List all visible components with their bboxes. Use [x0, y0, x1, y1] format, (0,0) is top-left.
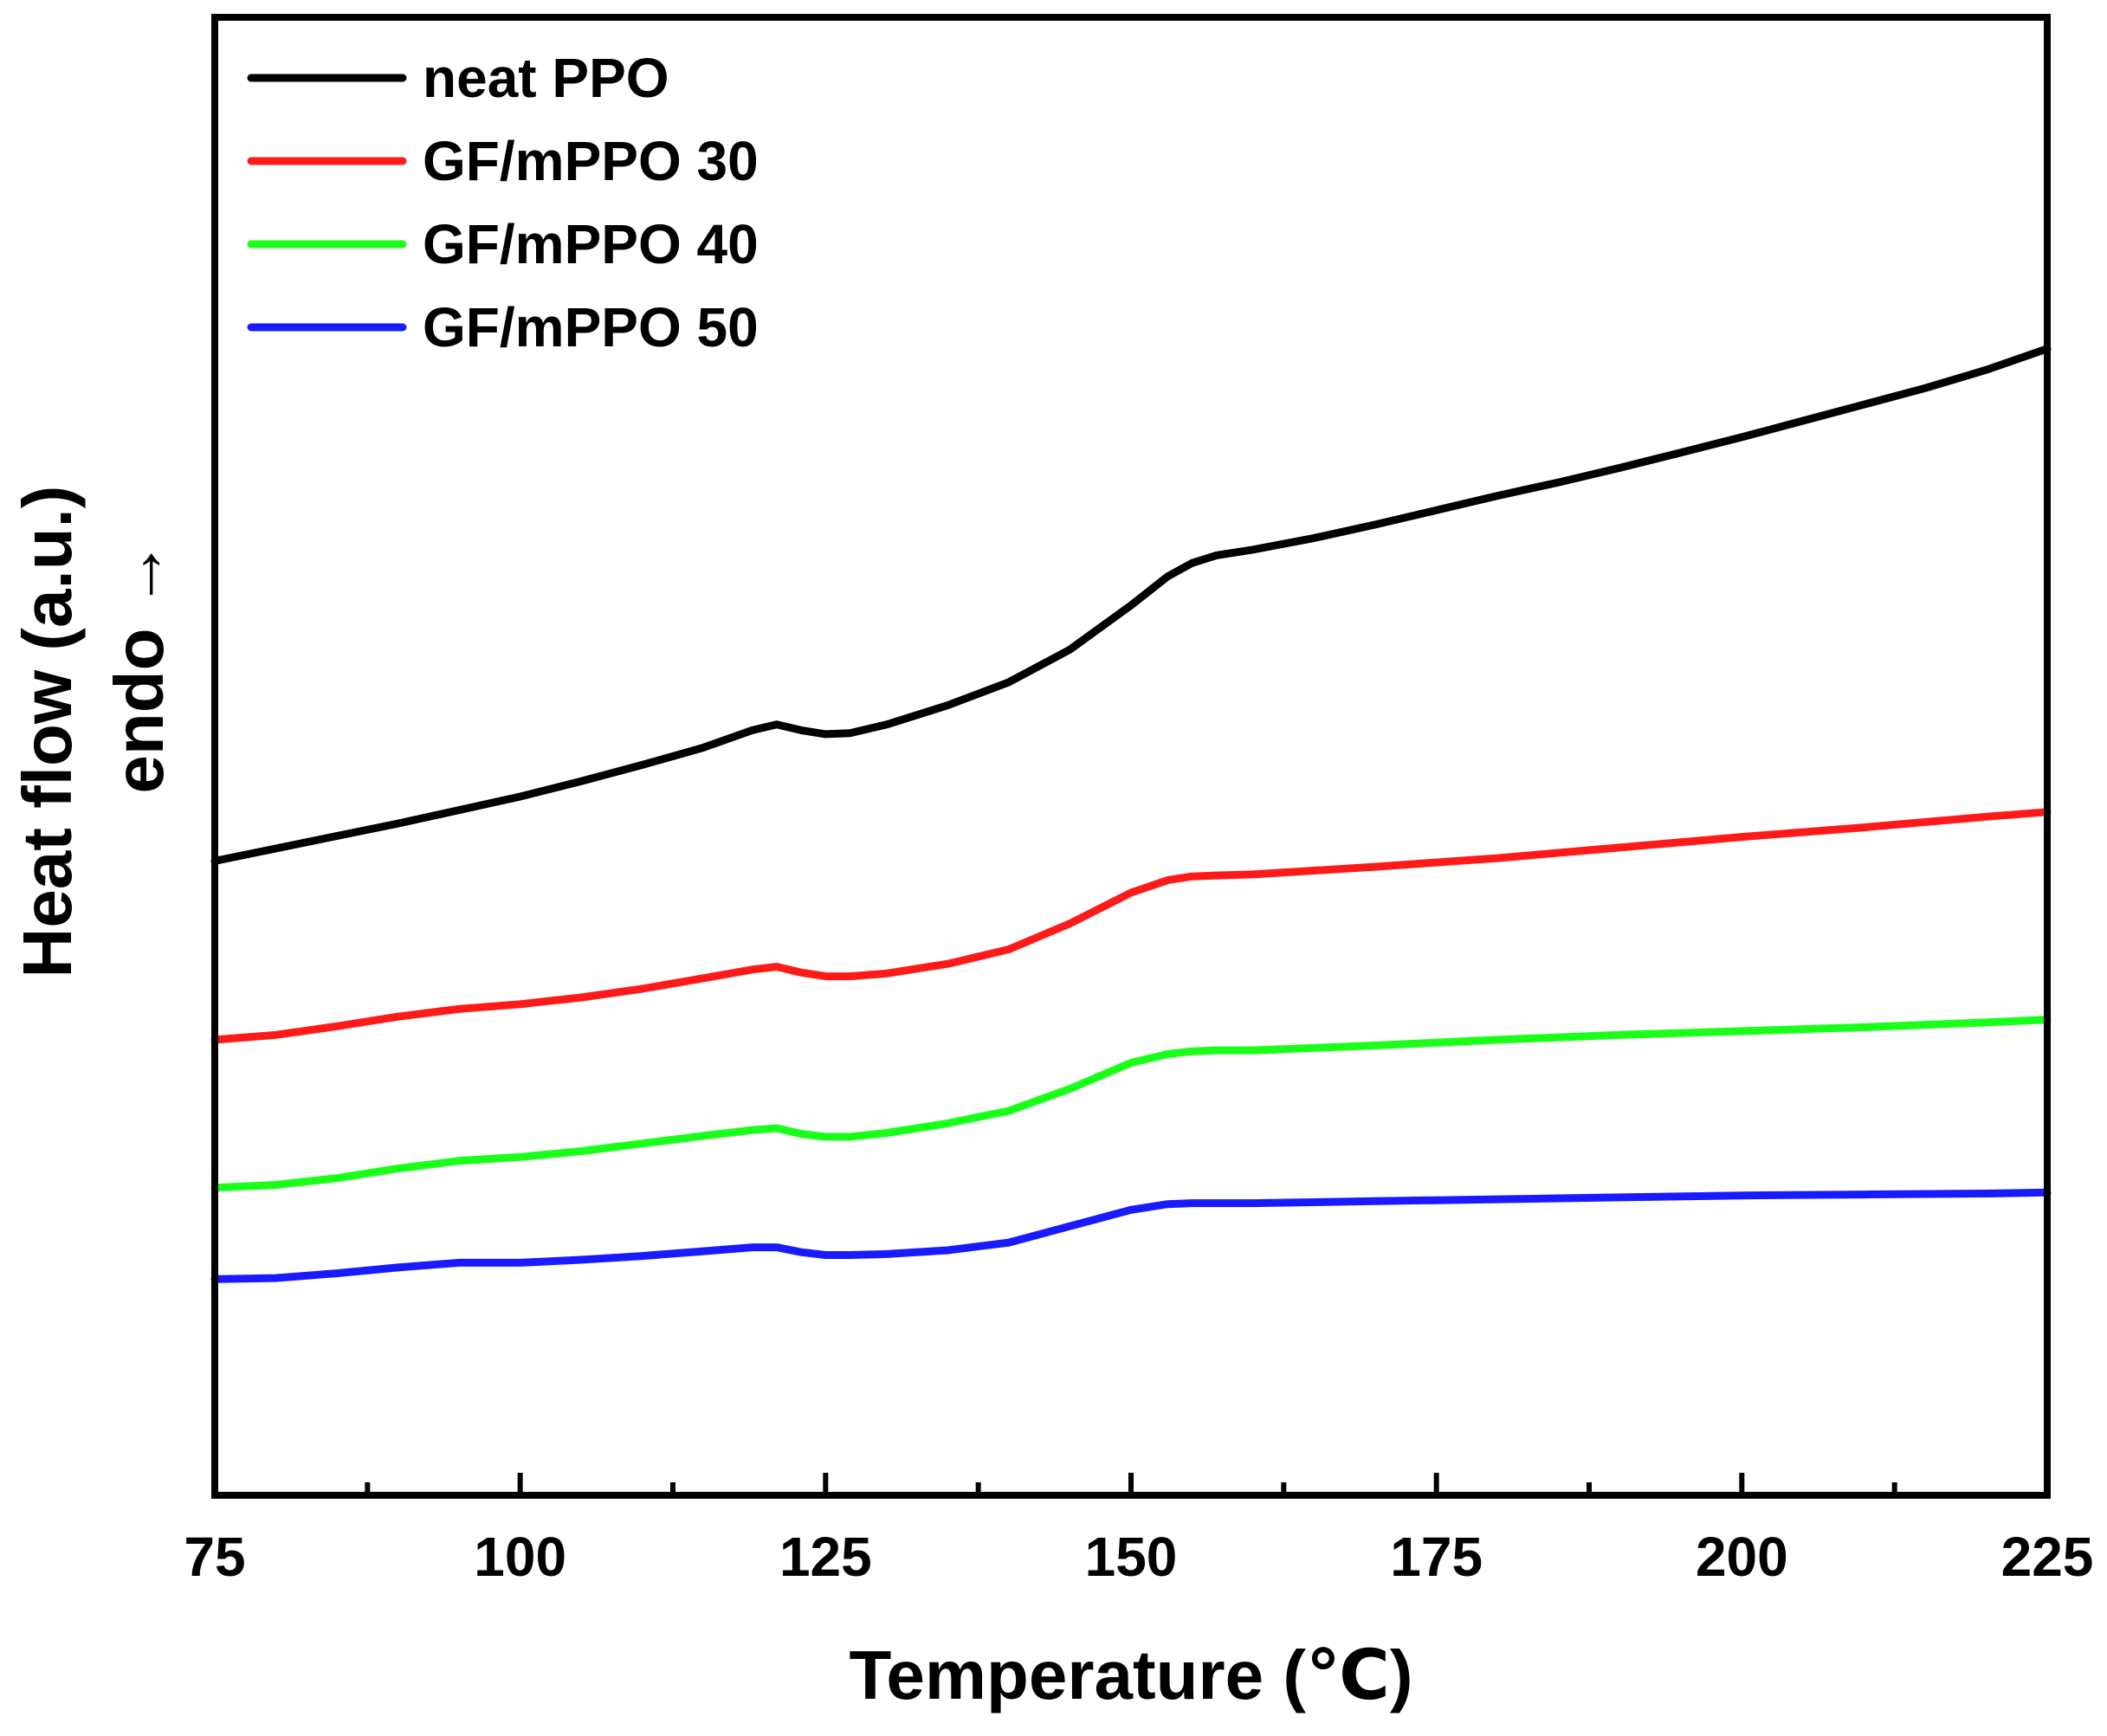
x-tick-label-125: 125: [779, 1526, 872, 1588]
legend-label-2: GF/mPPO 30: [423, 130, 759, 192]
legend-label-3: GF/mPPO 40: [423, 213, 759, 275]
x-axis-ticks: [212, 1473, 2050, 1495]
y-axis-endo-label: endo →: [100, 539, 178, 793]
x-tick-label-150: 150: [1085, 1526, 1178, 1588]
x-axis-title: Temperature (℃): [849, 1636, 1412, 1713]
x-tick-label-100: 100: [474, 1526, 566, 1588]
series-line-4: [210, 1188, 2052, 1283]
x-tick-label-175: 175: [1390, 1526, 1483, 1588]
x-axis-tick-labels: 75 100 125 150 175 200 225: [184, 1526, 2093, 1588]
x-tick-label-75: 75: [184, 1526, 245, 1588]
legend-label-1: neat PPO: [423, 47, 669, 109]
series-line-2: [210, 808, 2052, 1044]
legend: neat PPO GF/mPPO 30 GF/mPPO 40 GF/mPPO 50: [247, 47, 759, 358]
series-layer: [210, 345, 2052, 1283]
x-tick-label-225: 225: [2001, 1526, 2094, 1588]
legend-label-4: GF/mPPO 50: [423, 296, 759, 358]
y-axis-title: Heat flow (a.u.): [9, 486, 86, 978]
series-line-1: [210, 345, 2052, 865]
x-tick-label-200: 200: [1696, 1526, 1788, 1588]
series-line-3: [210, 1016, 2052, 1192]
